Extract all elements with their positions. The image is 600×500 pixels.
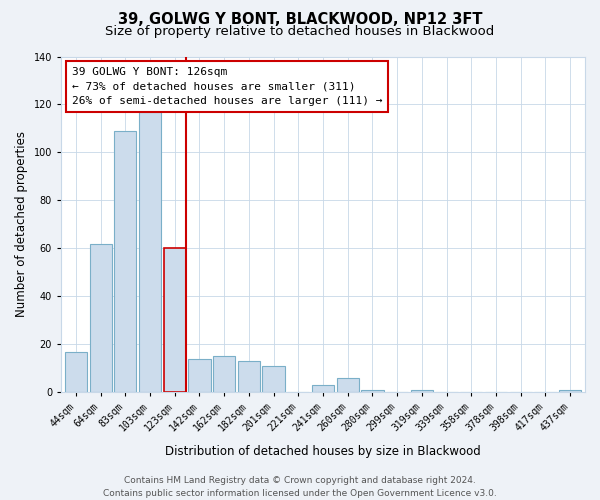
Bar [238, 361, 260, 392]
Text: 39, GOLWG Y BONT, BLACKWOOD, NP12 3FT: 39, GOLWG Y BONT, BLACKWOOD, NP12 3FT [118, 12, 482, 28]
Bar [337, 378, 359, 392]
Y-axis label: Number of detached properties: Number of detached properties [15, 132, 28, 318]
Bar [312, 385, 334, 392]
Bar [164, 248, 186, 392]
Bar [65, 352, 87, 393]
Bar [114, 131, 136, 392]
Bar [139, 112, 161, 392]
Bar [559, 390, 581, 392]
X-axis label: Distribution of detached houses by size in Blackwood: Distribution of detached houses by size … [165, 444, 481, 458]
Bar [89, 244, 112, 392]
Text: Size of property relative to detached houses in Blackwood: Size of property relative to detached ho… [106, 25, 494, 38]
Text: Contains HM Land Registry data © Crown copyright and database right 2024.
Contai: Contains HM Land Registry data © Crown c… [103, 476, 497, 498]
Bar [361, 390, 383, 392]
Bar [262, 366, 285, 392]
Bar [188, 359, 211, 392]
Bar [213, 356, 235, 392]
Text: 39 GOLWG Y BONT: 126sqm
← 73% of detached houses are smaller (311)
26% of semi-d: 39 GOLWG Y BONT: 126sqm ← 73% of detache… [71, 66, 382, 106]
Bar [411, 390, 433, 392]
